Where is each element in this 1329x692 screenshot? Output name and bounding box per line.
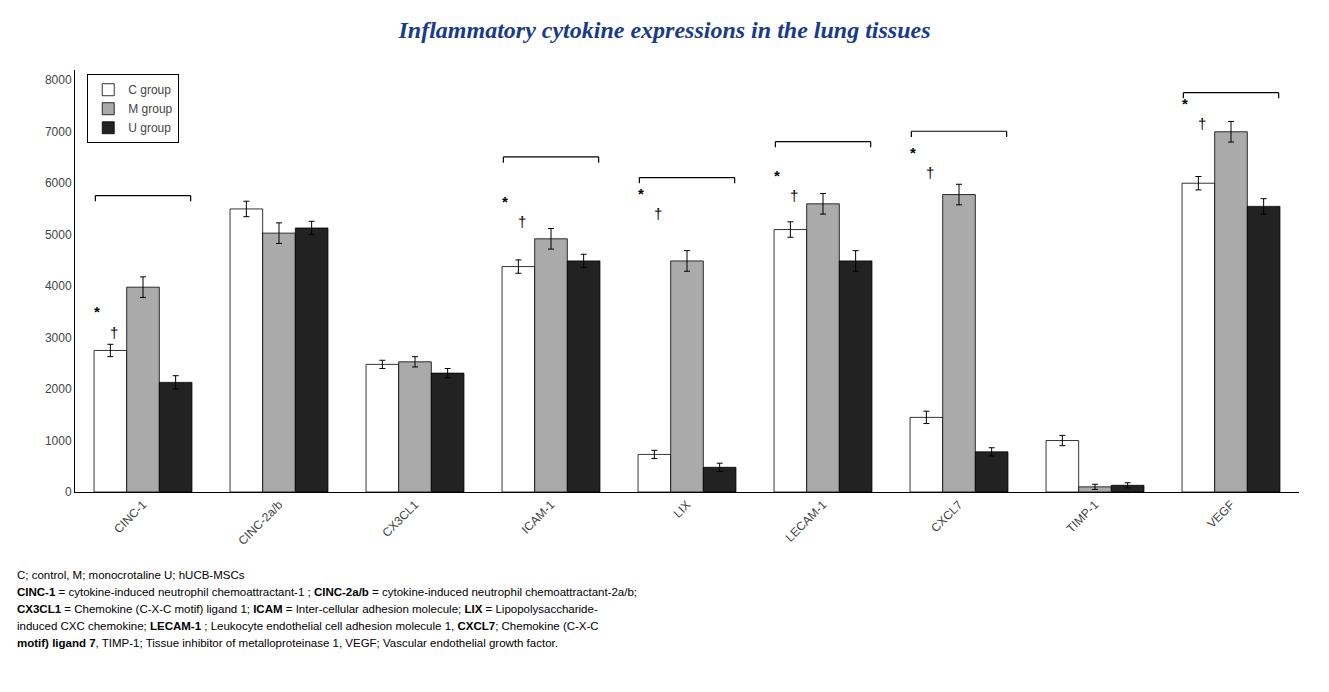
svg-text:CINC-1: CINC-1	[111, 498, 149, 536]
svg-text:ICAM-1: ICAM-1	[519, 498, 558, 537]
svg-text:LECAM-1: LECAM-1	[783, 498, 830, 545]
svg-text:CX3CL1 = Chemokine (C-X-C moti: CX3CL1 = Chemokine (C-X-C motif) ligand …	[17, 603, 598, 615]
svg-text:*: *	[94, 303, 100, 320]
svg-text:CXCL7: CXCL7	[928, 498, 965, 535]
svg-text:CX3CL1: CX3CL1	[379, 498, 421, 540]
svg-text:*: *	[1182, 95, 1188, 112]
svg-text:CINC-2a/b: CINC-2a/b	[235, 498, 285, 548]
svg-text:†: †	[110, 324, 118, 341]
svg-text:†: †	[1198, 115, 1206, 132]
svg-text:8000: 8000	[45, 73, 72, 87]
svg-text:†: †	[790, 187, 798, 204]
svg-text:CINC-1 = cytokine-induced neut: CINC-1 = cytokine-induced neutrophil che…	[17, 586, 637, 598]
svg-text:†: †	[654, 205, 662, 222]
svg-text:induced CXC chemokine; LECAM-1: induced CXC chemokine; LECAM-1 ; Leukocy…	[17, 620, 599, 632]
svg-text:*: *	[502, 193, 508, 210]
svg-text:*: *	[910, 144, 916, 161]
svg-text:Inflammatory cytokine expressi: Inflammatory cytokine expressions in the…	[397, 17, 930, 43]
svg-text:TIMP-1: TIMP-1	[1064, 498, 1102, 536]
svg-text:7000: 7000	[45, 125, 72, 139]
svg-text:†: †	[518, 213, 526, 230]
svg-text:*: *	[638, 185, 644, 202]
svg-text:†: †	[926, 164, 934, 181]
svg-text:U group: U group	[128, 121, 171, 135]
svg-text:4000: 4000	[45, 279, 72, 293]
svg-text:*: *	[774, 167, 780, 184]
svg-text:C group: C group	[128, 83, 171, 97]
svg-text:VEGF: VEGF	[1204, 498, 1237, 531]
svg-text:M group: M group	[128, 102, 172, 116]
svg-text:1000: 1000	[45, 434, 72, 448]
svg-text:motif) ligand 7, TIMP-1; Tissu: motif) ligand 7, TIMP-1; Tissue inhibito…	[17, 637, 558, 649]
svg-text:0: 0	[65, 485, 72, 499]
svg-text:2000: 2000	[45, 382, 72, 396]
svg-text:LIX: LIX	[671, 498, 694, 521]
svg-text:3000: 3000	[45, 331, 72, 345]
svg-text:5000: 5000	[45, 228, 72, 242]
svg-text:C; control, M; monocrotaline U: C; control, M; monocrotaline U; hUCB-MSC…	[17, 569, 245, 581]
svg-text:6000: 6000	[45, 176, 72, 190]
